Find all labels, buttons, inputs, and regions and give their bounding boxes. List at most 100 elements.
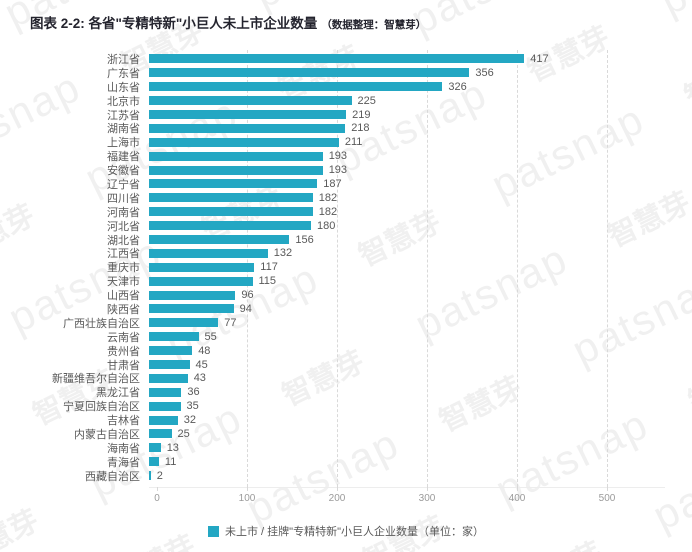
bar: [149, 248, 268, 258]
plot-cell: 156: [149, 233, 692, 247]
chart-row: 陕西省 94: [0, 302, 692, 316]
category-label: 上海市: [107, 137, 140, 150]
chart-row: 广东省 356: [0, 66, 692, 80]
bar: [149, 235, 290, 245]
plot-cell: 356: [149, 66, 692, 80]
watermark-brand-text: patsnap: [403, 0, 571, 43]
bar: [149, 318, 219, 328]
value-label: 13: [166, 441, 179, 454]
plot-cell: 96: [149, 288, 692, 302]
bar: [149, 151, 323, 161]
plot-cell: 225: [149, 94, 692, 108]
value-label: 326: [448, 80, 467, 93]
value-label: 193: [328, 150, 348, 163]
chart-row: 青海省 11: [0, 455, 692, 469]
bar: [149, 290, 236, 300]
category-label: 广西壮族自治区: [63, 317, 140, 330]
plot-cell: 35: [149, 399, 692, 413]
category-label: 辽宁省: [107, 178, 140, 191]
tick-mark: [247, 487, 248, 491]
category-label: 福建省: [107, 151, 140, 164]
gridline: [427, 50, 428, 487]
bar: [149, 96, 352, 106]
gridline: [607, 50, 608, 487]
chart-row: 山西省 96: [0, 288, 692, 302]
value-label: 225: [357, 94, 376, 107]
category-label: 青海省: [107, 456, 140, 469]
chart-row: 吉林省 32: [0, 413, 692, 427]
chart-row: 天津市 115: [0, 274, 692, 288]
chart-row: 辽宁省 187: [0, 177, 692, 191]
plot-cell: 187: [149, 177, 692, 191]
x-tick-label: 400: [508, 493, 526, 504]
category-label: 湖南省: [107, 123, 140, 136]
category-label: 河南省: [107, 206, 140, 219]
plot-cell: 326: [149, 80, 692, 94]
value-label: 132: [273, 247, 293, 260]
category-label: 四川省: [107, 192, 140, 205]
legend-swatch: [208, 525, 219, 537]
bar: [149, 165, 323, 175]
chart-row: 西藏自治区 2: [0, 469, 692, 483]
value-label: 2: [156, 469, 163, 482]
bar: [149, 332, 199, 342]
plot-cell: 211: [149, 135, 692, 149]
category-label: 浙江省: [107, 53, 140, 66]
bar: [149, 387, 182, 397]
bar: [149, 304, 234, 314]
category-label: 河北省: [107, 220, 140, 233]
chart-row: 江西省 132: [0, 246, 692, 260]
value-label: 48: [198, 344, 211, 357]
category-label: 宁夏回族自治区: [63, 401, 140, 414]
bar: [149, 429, 172, 439]
plot-cell: 55: [149, 330, 692, 344]
plot-cell: 43: [149, 371, 692, 385]
plot-cell: 32: [149, 413, 692, 427]
category-label: 西藏自治区: [85, 470, 140, 483]
bar: [149, 471, 151, 481]
value-label: 187: [323, 177, 342, 190]
chart-title-note: （数据整理：智慧芽）: [321, 19, 427, 31]
chart-row: 上海市 211: [0, 135, 692, 149]
value-label: 356: [475, 66, 494, 79]
plot-cell: 182: [149, 205, 692, 219]
category-label: 重庆市: [107, 262, 140, 275]
plot-cell: 218: [149, 121, 692, 135]
category-label: 广东省: [107, 67, 140, 80]
category-label: 新疆维吾尔自治区: [52, 373, 140, 386]
bar: [149, 373, 188, 383]
category-label: 安徽省: [107, 165, 140, 178]
chart-row: 福建省 193: [0, 149, 692, 163]
chart-row: 浙江省 417: [0, 52, 692, 66]
x-axis: 0 100 200 300 400 500: [149, 484, 692, 506]
bar: [149, 262, 255, 272]
chart-title: 图表 2-2: 各省"专精特新"小巨人未上市企业数量: [30, 16, 318, 31]
x-tick-label: 300: [418, 493, 436, 504]
bar: [149, 415, 178, 425]
category-label: 甘肃省: [107, 359, 140, 372]
value-label: 219: [352, 108, 371, 121]
category-label: 山东省: [107, 81, 140, 94]
x-tick-label: 200: [328, 493, 346, 504]
gridline: [337, 50, 338, 487]
plot-cell: 193: [149, 149, 692, 163]
category-label: 江苏省: [107, 109, 140, 122]
plot-cell: 45: [149, 358, 692, 372]
value-label: 35: [186, 400, 199, 413]
value-label: 182: [318, 191, 338, 204]
chart-row: 贵州省 48: [0, 344, 692, 358]
plot-cell: 193: [149, 163, 692, 177]
chart-row: 宁夏回族自治区 35: [0, 399, 692, 413]
value-label: 77: [224, 316, 237, 329]
bar-chart: 浙江省 417 广东省 356 山东省 326 北京市 225 江苏省 219 湖南省 218 上海市 2…: [0, 52, 692, 483]
category-label: 黑龙江省: [96, 387, 140, 400]
category-label: 内蒙古自治区: [74, 429, 140, 441]
gridline: [517, 50, 518, 487]
category-label: 山西省: [107, 290, 140, 303]
bar: [149, 137, 339, 147]
bar: [149, 276, 253, 286]
plot-cell: 182: [149, 191, 692, 205]
bar: [149, 346, 193, 356]
chart-row: 海南省 13: [0, 441, 692, 455]
plot-cell: 13: [149, 441, 692, 455]
